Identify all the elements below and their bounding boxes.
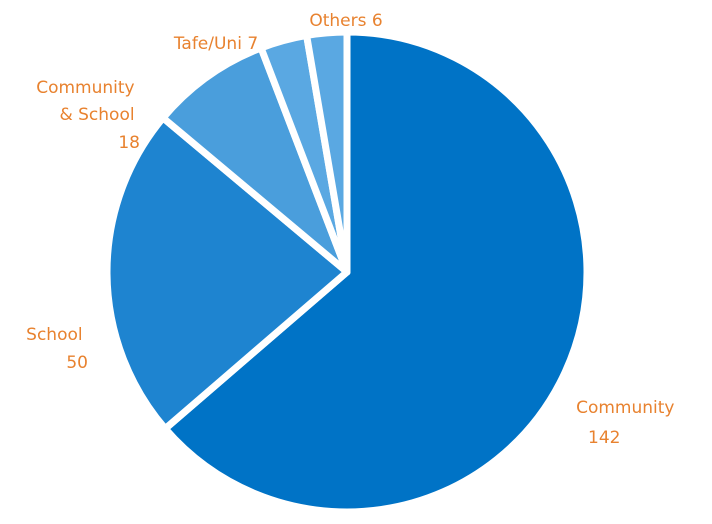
pie-slice-school: [103, 114, 351, 433]
label-tafe-uni: Tafe/Uni 7: [173, 34, 258, 54]
pie-slices: [103, 28, 591, 516]
label-community: Community 142: [576, 398, 680, 448]
label-community-school: Community & School 18: [36, 78, 140, 153]
pie-slice-community: [161, 28, 591, 516]
pie-slice-community-school: [159, 44, 351, 276]
label-school: School 50: [26, 325, 88, 373]
pie-slice-others: [303, 28, 351, 276]
label-others: Others 6: [309, 11, 382, 31]
